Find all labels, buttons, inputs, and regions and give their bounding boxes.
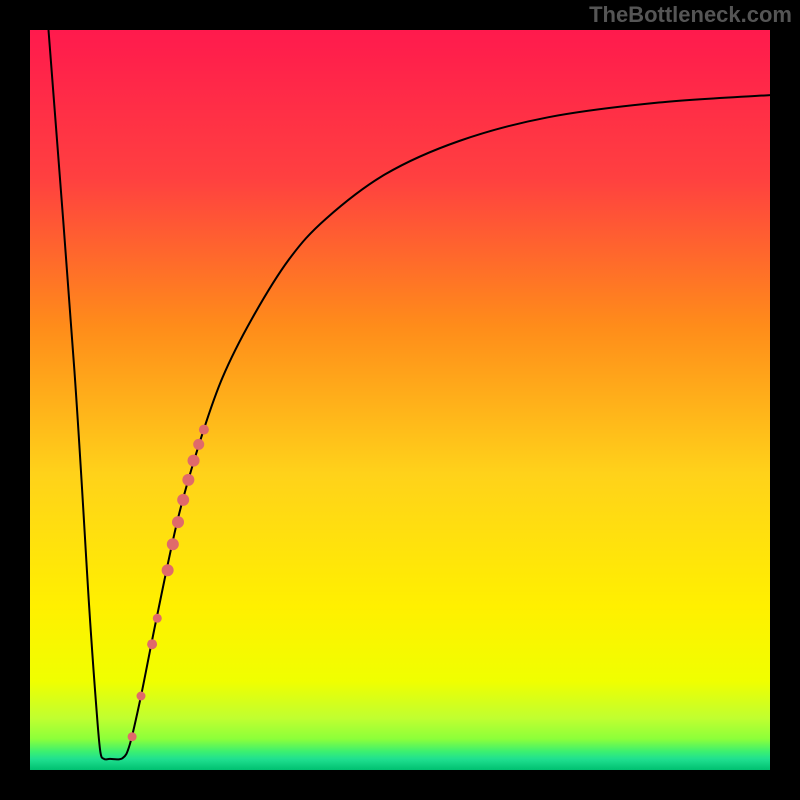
data-marker [153, 614, 162, 623]
bottleneck-curve [49, 30, 771, 759]
data-marker [193, 439, 204, 450]
chart-container: TheBottleneck.com [0, 0, 800, 800]
attribution-text: TheBottleneck.com [589, 2, 792, 28]
data-marker [137, 692, 146, 701]
data-marker [128, 732, 137, 741]
data-marker [162, 564, 174, 576]
plot-area [30, 30, 770, 770]
data-marker [199, 425, 209, 435]
data-marker [147, 639, 157, 649]
data-marker [177, 494, 189, 506]
data-marker [172, 516, 184, 528]
data-marker [182, 474, 194, 486]
data-marker [167, 538, 179, 550]
plot-svg [30, 30, 770, 770]
data-marker [188, 455, 200, 467]
